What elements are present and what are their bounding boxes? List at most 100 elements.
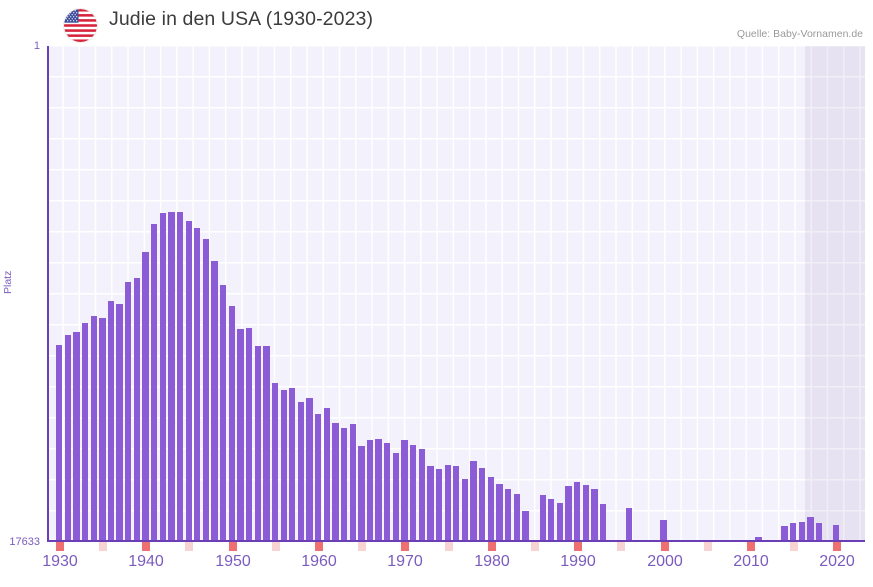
bar-1991[interactable] [582, 485, 589, 542]
x-tick-year-2008 [729, 542, 738, 551]
x-tick-2020 [833, 542, 841, 551]
bar-1954[interactable] [263, 346, 270, 542]
x-tick-1980 [488, 542, 496, 551]
x-tick-minor-13 [617, 542, 625, 551]
bar-1992[interactable] [591, 489, 598, 542]
bar-1961[interactable] [323, 408, 330, 542]
x-tick-year-1976 [452, 542, 461, 551]
bar-1967[interactable] [375, 439, 382, 542]
bar-1951[interactable] [237, 329, 244, 542]
bar-1944[interactable] [176, 212, 184, 542]
bar-1989[interactable] [565, 486, 572, 542]
bar-1982[interactable] [504, 489, 512, 542]
x-tick-year-2001 [668, 542, 677, 551]
bar-1977[interactable] [461, 479, 469, 542]
bar-1949[interactable] [220, 285, 227, 542]
bar-1941[interactable] [151, 224, 158, 542]
bar-1993[interactable] [599, 504, 607, 542]
bar-1972[interactable] [418, 449, 425, 542]
x-tick-1930 [56, 542, 64, 551]
x-tick-year-1974 [435, 542, 444, 551]
bar-1947[interactable] [202, 239, 210, 542]
bar-1942[interactable] [159, 213, 166, 542]
bar-1968[interactable] [384, 443, 391, 542]
bar-1963[interactable] [340, 428, 348, 542]
bar-2000[interactable] [660, 520, 667, 542]
bar-2017[interactable] [807, 517, 814, 542]
x-tick-2000 [661, 542, 669, 551]
bar-1965[interactable] [358, 446, 365, 542]
bar-2016[interactable] [798, 522, 805, 542]
bar-1960[interactable] [315, 414, 322, 542]
x-tick-year-1968 [383, 542, 392, 551]
bar-1945[interactable] [185, 221, 192, 542]
bar-1990[interactable] [574, 482, 581, 542]
bar-1932[interactable] [73, 332, 80, 542]
bar-2015[interactable] [789, 523, 797, 542]
x-tick-year-1967 [375, 542, 384, 551]
bar-1971[interactable] [410, 445, 417, 542]
x-tick-year-1959 [306, 542, 315, 551]
bar-1986[interactable] [539, 495, 546, 542]
bar-1969[interactable] [392, 453, 400, 542]
bar-1950[interactable] [228, 306, 236, 542]
source-attribution: Quelle: Baby-Vornamen.de [736, 28, 863, 40]
plot-gridlines [47, 46, 865, 542]
bar-1981[interactable] [496, 484, 503, 542]
bar-1958[interactable] [297, 402, 305, 542]
bar-1979[interactable] [479, 468, 486, 542]
bar-1953[interactable] [254, 346, 261, 542]
bar-1973[interactable] [427, 466, 434, 542]
bar-1964[interactable] [349, 424, 356, 542]
bar-1956[interactable] [280, 390, 287, 542]
x-label-1930: 1930 [42, 553, 78, 570]
bar-1984[interactable] [522, 511, 529, 542]
bar-1935[interactable] [99, 318, 106, 542]
x-tick-minor-3 [185, 542, 193, 551]
bar-1930[interactable] [56, 345, 63, 542]
bar-1943[interactable] [168, 212, 175, 542]
bar-1983[interactable] [513, 494, 520, 542]
bar-1934[interactable] [90, 316, 97, 542]
x-tick-year-2017 [806, 542, 815, 551]
bar-1939[interactable] [133, 278, 141, 542]
bar-1978[interactable] [470, 461, 477, 542]
x-tick-year-2013 [772, 542, 781, 551]
x-tick-year-2007 [720, 542, 729, 551]
bar-2020[interactable] [833, 525, 840, 542]
bar-1952[interactable] [245, 328, 253, 542]
plot-area [47, 46, 865, 542]
x-tick-year-1949 [219, 542, 228, 551]
x-tick-year-1977 [461, 542, 470, 551]
bar-1959[interactable] [306, 398, 313, 542]
bar-1936[interactable] [107, 301, 115, 542]
bar-1946[interactable] [194, 228, 201, 542]
bar-1948[interactable] [211, 261, 218, 542]
bar-2018[interactable] [815, 523, 823, 542]
bar-1962[interactable] [332, 423, 339, 542]
x-tick-year-1979 [478, 542, 487, 551]
bar-1940[interactable] [142, 252, 149, 542]
bar-1957[interactable] [289, 388, 296, 542]
bar-1970[interactable] [401, 440, 408, 542]
bar-1976[interactable] [453, 466, 460, 542]
x-label-2010: 2010 [733, 553, 769, 570]
x-tick-minor-5 [272, 542, 280, 551]
bar-1975[interactable] [444, 465, 451, 542]
bar-1966[interactable] [366, 440, 374, 542]
bar-1937[interactable] [116, 304, 123, 542]
x-tick-year-1943 [168, 542, 177, 551]
bar-1955[interactable] [271, 383, 279, 542]
bar-1996[interactable] [625, 508, 633, 542]
bar-1988[interactable] [556, 503, 564, 542]
bar-1938[interactable] [125, 282, 132, 542]
x-tick-year-1951 [237, 542, 246, 551]
x-tick-year-2023 [858, 542, 867, 551]
bar-1980[interactable] [487, 477, 495, 542]
bar-1987[interactable] [548, 499, 555, 542]
bar-1974[interactable] [435, 469, 443, 542]
bar-2011[interactable] [755, 537, 762, 542]
bar-1931[interactable] [64, 335, 71, 542]
bar-1933[interactable] [81, 323, 89, 542]
bar-2014[interactable] [781, 526, 788, 542]
